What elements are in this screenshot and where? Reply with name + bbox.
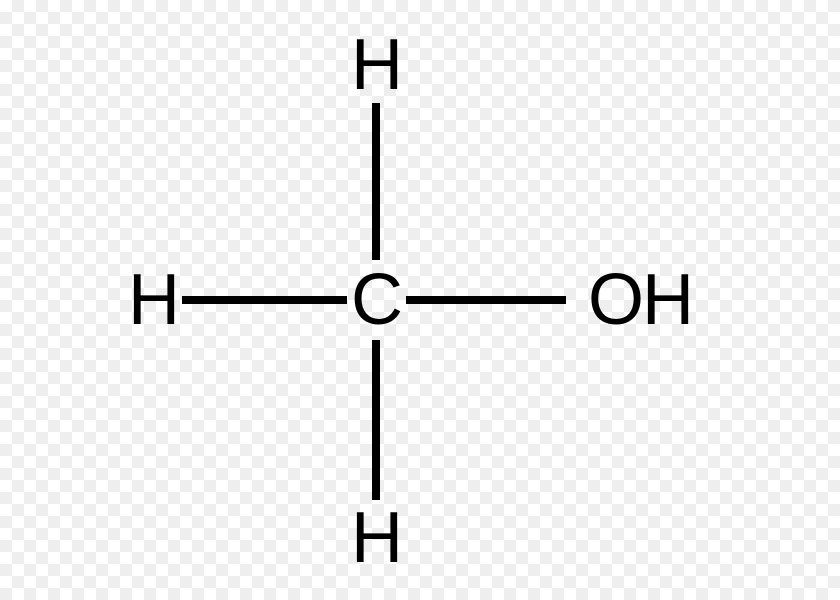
atom-h-left: H	[128, 264, 178, 336]
methanol-structure: C H H H OH	[0, 0, 840, 600]
bond-c-h-bottom	[372, 340, 380, 500]
atom-h-top: H	[351, 29, 401, 101]
atom-h-bottom: H	[351, 502, 401, 574]
bond-c-h-top	[372, 103, 380, 260]
bond-c-oh	[406, 296, 566, 304]
bond-c-h-left	[182, 296, 347, 304]
atom-c-center: C	[351, 264, 401, 336]
atom-oh-right: OH	[588, 264, 692, 336]
